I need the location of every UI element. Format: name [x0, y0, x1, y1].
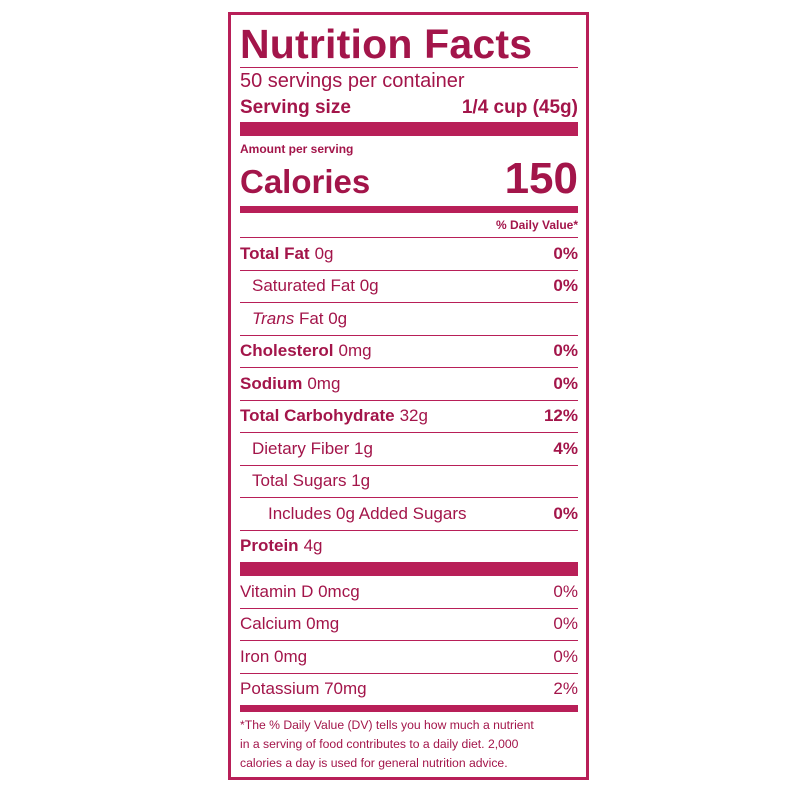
vitamin-label: Vitamin D 0mcg [240, 581, 360, 601]
nutrient-amount: 32g [399, 406, 428, 426]
nutrient-row: Total Carbohydrate 32g 12% [240, 399, 578, 433]
nutrient: Saturated Fat 0g [240, 276, 379, 296]
nutrient-italic: Trans [252, 308, 295, 328]
nutrient-row: Total Sugars 1g [240, 464, 578, 498]
daily-value: 0% [553, 614, 578, 634]
serving-size-row: Serving size 1/4 cup (45g) [240, 94, 578, 122]
vitamin-label: Potassium 70mg [240, 679, 367, 699]
nutrient-label: Includes 0g Added Sugars [268, 503, 467, 523]
daily-value: 0% [553, 646, 578, 666]
daily-value: 0% [553, 503, 578, 523]
nutrient: Trans Fat 0g [240, 309, 347, 329]
nutrient-amount: 0g [314, 243, 334, 263]
daily-value: 4% [553, 438, 578, 458]
daily-value: 2% [553, 679, 578, 699]
divider [240, 705, 578, 712]
nutrient-amount: 4g [303, 536, 323, 556]
daily-value: 12% [543, 406, 578, 426]
footnote: *The % Daily Value (DV) tells you how mu… [240, 712, 578, 773]
nutrients: Total Fat 0g 0% Saturated Fat 0g 0% Trans Fat… [240, 237, 578, 562]
vitamins: Vitamin D 0mcg 0% Calcium 0mg 0% Iron 0mg 0% P… [240, 576, 578, 705]
daily-value: 0% [553, 581, 578, 601]
nutrient-row: Includes 0g Added Sugars 0% [240, 497, 578, 530]
nutrient: Sodium 0mg [240, 374, 340, 394]
vitamin-label: Calcium 0mg [240, 614, 340, 634]
nutrition-label: Nutrition Facts 50 servings per containe… [228, 12, 589, 780]
daily-value: 0% [553, 373, 578, 393]
nutrient: Cholesterol 0mg [240, 341, 372, 361]
nutrient-row: Trans Fat 0g [240, 302, 578, 335]
nutrient: Total Carbohydrate 32g [240, 406, 428, 426]
nutrient-label: Protein [240, 536, 299, 556]
footnote-line: *The % Daily Value (DV) tells you how mu… [240, 718, 534, 732]
nutrient-row: Cholesterol 0mg 0% [240, 334, 578, 368]
footnote-line: in a serving of food contributes to a da… [240, 737, 519, 751]
calories-row: Calories 150 [240, 156, 578, 206]
nutrient: Total Sugars 1g [240, 471, 370, 491]
nutrient-label: Fat 0g [298, 308, 348, 328]
divider [240, 562, 578, 576]
divider [240, 206, 578, 213]
daily-value: 0% [553, 243, 578, 263]
nutrient-row: Protein 4g [240, 529, 578, 563]
servings: 50 servings per container [240, 67, 578, 94]
serving-size: 1/4 cup (45g) [461, 97, 578, 118]
vitamin-row: Iron 0mg 0% [240, 640, 578, 673]
vitamin-row: Calcium 0mg 0% [240, 607, 578, 641]
serving-size-label: Serving size [240, 97, 351, 118]
vitamin-row: Vitamin D 0mcg 0% [240, 576, 578, 608]
footnote-line: calories a day is used for general nutri… [240, 756, 508, 770]
nutrient-row: Sodium 0mg 0% [240, 367, 578, 400]
nutrient-label: Dietary Fiber 1g [252, 438, 373, 458]
vitamin-label: Iron 0mg [240, 646, 308, 666]
nutrient-amount: 0mg [338, 341, 372, 361]
calories: 150 [504, 154, 578, 203]
nutrient-label: Total Carbohydrate [240, 406, 395, 426]
title: Nutrition Facts [240, 21, 533, 67]
nutrient: Protein 4g [240, 536, 322, 556]
nutrient-label: Total Fat [240, 243, 310, 263]
nutrient: Dietary Fiber 1g [240, 439, 373, 459]
nutrient-amount: 0mg [307, 373, 341, 393]
calories-label: Calories [240, 163, 371, 200]
daily-value-header: % Daily Value* [495, 218, 578, 232]
divider [240, 122, 578, 136]
vitamin-row: Potassium 70mg 2% [240, 672, 578, 706]
nutrient-label: Cholesterol [240, 341, 334, 361]
nutrient-label: Saturated Fat 0g [252, 276, 379, 296]
nutrient-label: Sodium [240, 373, 303, 393]
nutrient-row: Total Fat 0g 0% [240, 237, 578, 270]
nutrient: Includes 0g Added Sugars [240, 504, 466, 524]
nutrient-row: Dietary Fiber 1g 4% [240, 432, 578, 465]
nutrient-label: Total Sugars 1g [252, 471, 371, 491]
nutrient: Total Fat 0g [240, 244, 334, 264]
nutrient-row: Saturated Fat 0g 0% [240, 269, 578, 303]
daily-value: 0% [553, 341, 578, 361]
amount-per-serving: Amount per serving [240, 142, 354, 156]
daily-value: 0% [553, 276, 578, 296]
